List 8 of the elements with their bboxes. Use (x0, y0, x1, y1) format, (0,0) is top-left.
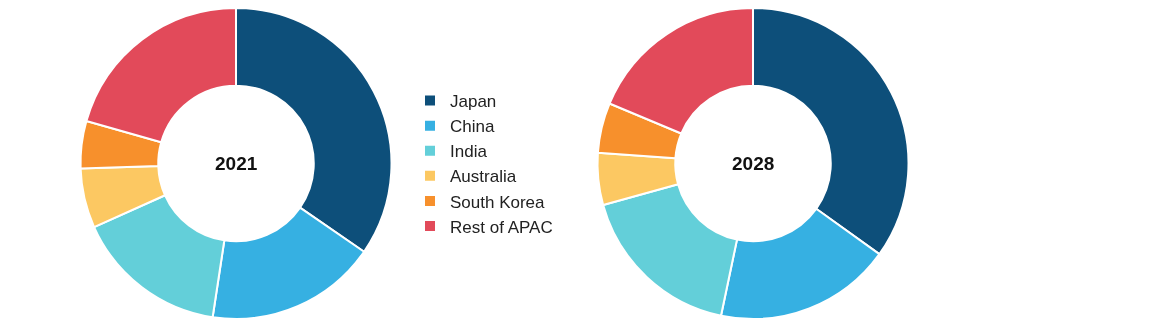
legend-label: China (450, 117, 495, 137)
legend-label: India (450, 142, 488, 162)
slice-label: 2021 (215, 153, 258, 174)
slice-label: 2028 (732, 153, 775, 174)
legend-label: Rest of APAC (450, 217, 553, 237)
legend-label: Japan (450, 92, 497, 112)
legend-label: Australia (450, 167, 517, 187)
legend-label: South Korea (450, 192, 546, 212)
